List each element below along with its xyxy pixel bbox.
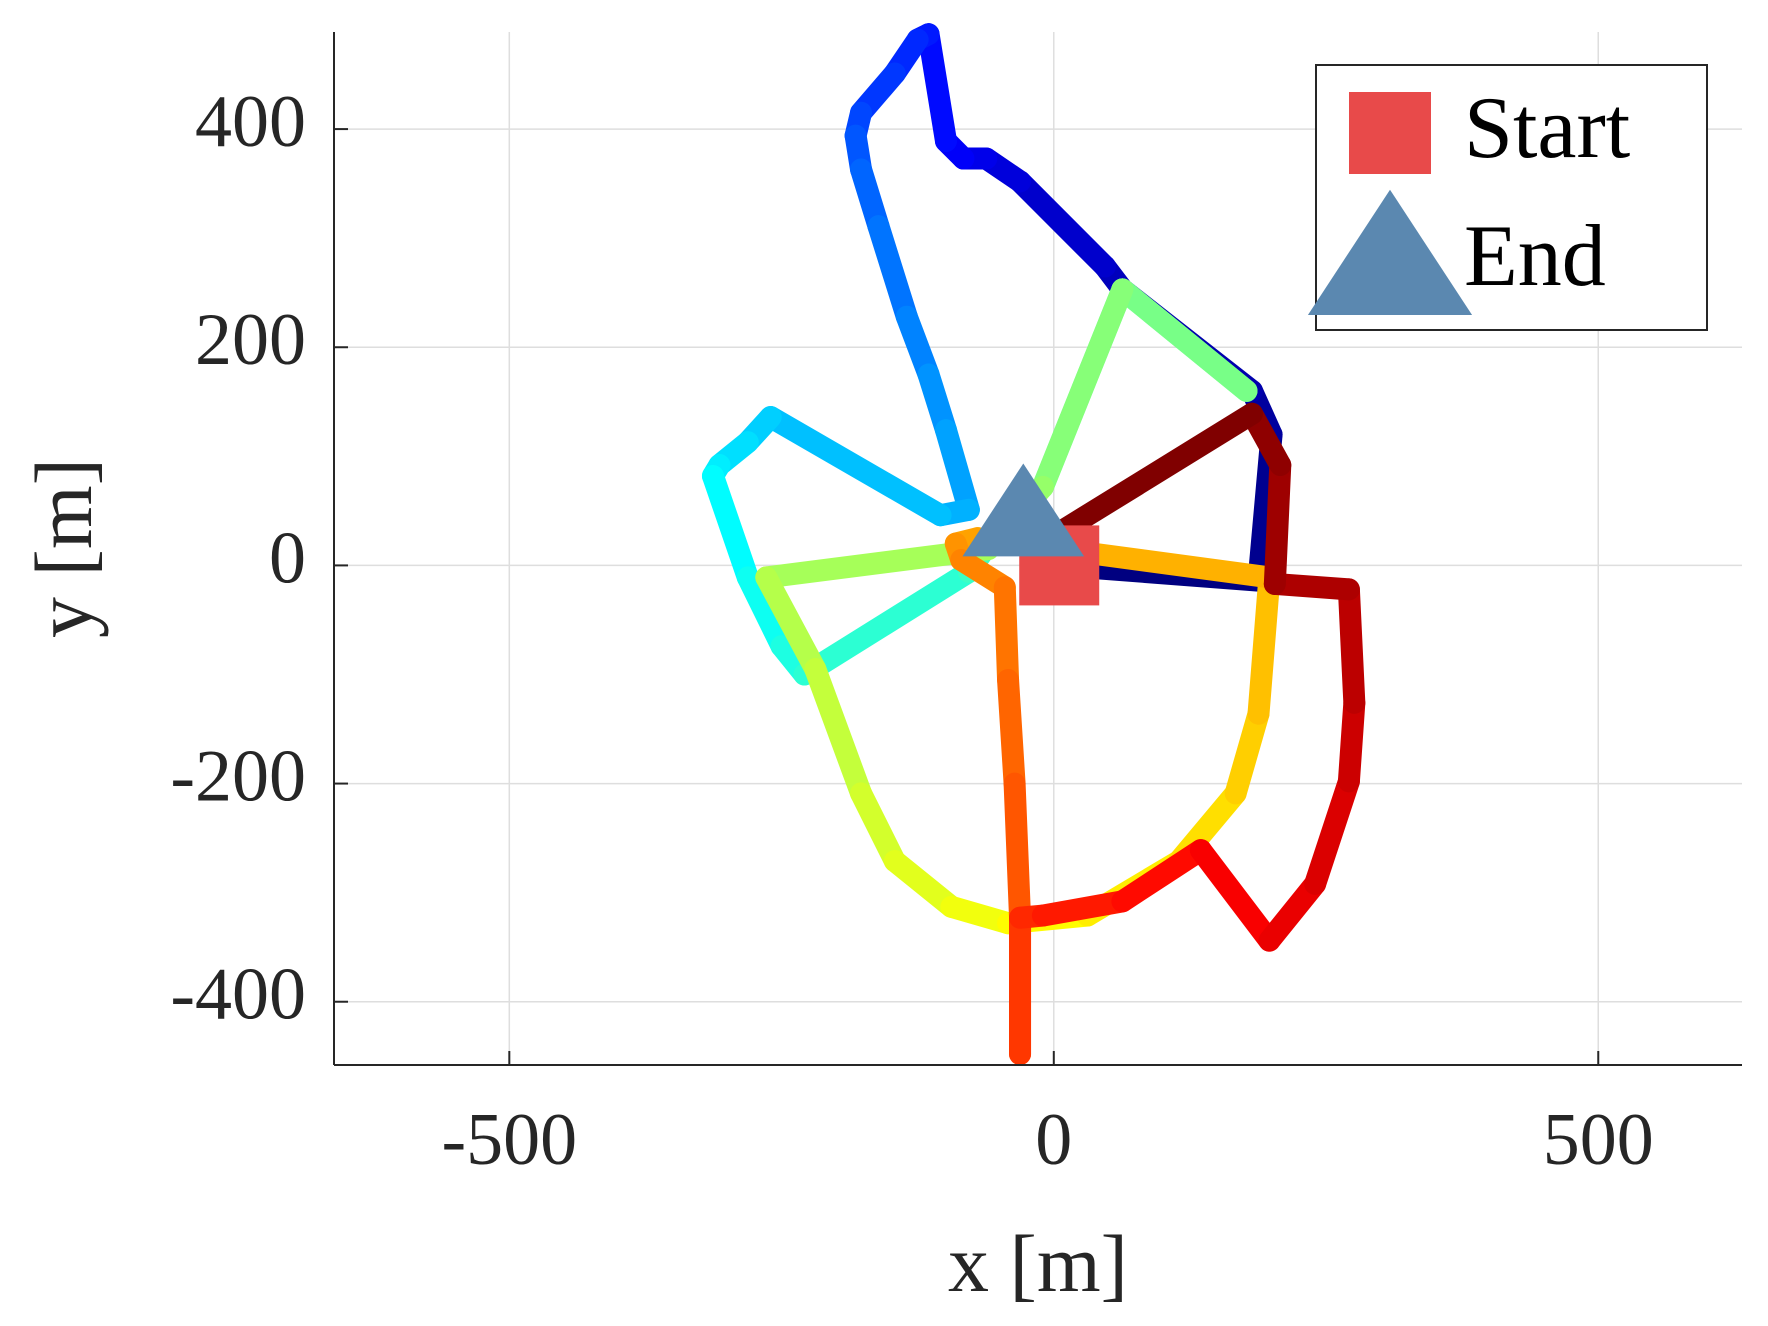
trajectory-segment: [1304, 770, 1360, 895]
trajectory-segment: [736, 566, 793, 658]
trajectory-segment: [1111, 839, 1212, 913]
trajectory-segment: [934, 419, 980, 521]
trajectory-segment: [1337, 578, 1366, 714]
trajectory-segment: [917, 23, 957, 153]
trajectory-segment: [1337, 691, 1366, 793]
trajectory-segment: [1258, 872, 1327, 952]
trajectory-segment: [1224, 702, 1270, 805]
trajectory-segment: [1009, 170, 1116, 278]
trajectory-segment: [1263, 454, 1292, 595]
y-axis-label: y [m]: [18, 458, 109, 638]
trajectory-segment: [755, 566, 827, 681]
trajectory-segment: [1111, 278, 1258, 402]
y-tick-label: -200: [170, 736, 306, 818]
trajectory-segment: [883, 850, 963, 918]
y-tick-label: 400: [195, 81, 306, 163]
trajectory-segment: [1247, 566, 1281, 725]
y-tick-label: 0: [269, 517, 306, 599]
legend-label: End: [1464, 208, 1606, 305]
y-tick-label: 200: [195, 299, 306, 381]
trajectory-segment: [997, 668, 1026, 795]
plot-area: [701, 23, 1366, 1066]
trajectory-segment: [804, 658, 873, 805]
trajectory-segment: [701, 464, 759, 589]
trajectory-segment: [1048, 402, 1263, 544]
trajectory-segment: [867, 215, 918, 328]
legend-symbol: [1349, 92, 1431, 174]
trajectory-segment: [993, 576, 1020, 691]
trajectory-segment: [793, 560, 980, 686]
legend: Start End: [1307, 64, 1708, 331]
y-tick-label: -400: [170, 954, 306, 1036]
trajectory-segment: [759, 406, 952, 527]
legend-label: Start: [1464, 80, 1630, 177]
x-axis-label: x [m]: [948, 1218, 1128, 1309]
trajectory-segment: [1263, 572, 1360, 601]
trajectory-segment: [1003, 772, 1032, 929]
legend-symbol: [1307, 189, 1473, 315]
trajectory-segment: [1031, 890, 1134, 927]
trajectory-segment: [1189, 839, 1281, 952]
x-tick-label: -500: [441, 1099, 577, 1181]
trajectory-segment: [850, 782, 906, 873]
marker: [962, 463, 1085, 557]
x-tick-label: 0: [1035, 1099, 1072, 1181]
trajectory-segment: [1031, 278, 1134, 498]
x-tick-label: 500: [1543, 1099, 1654, 1181]
